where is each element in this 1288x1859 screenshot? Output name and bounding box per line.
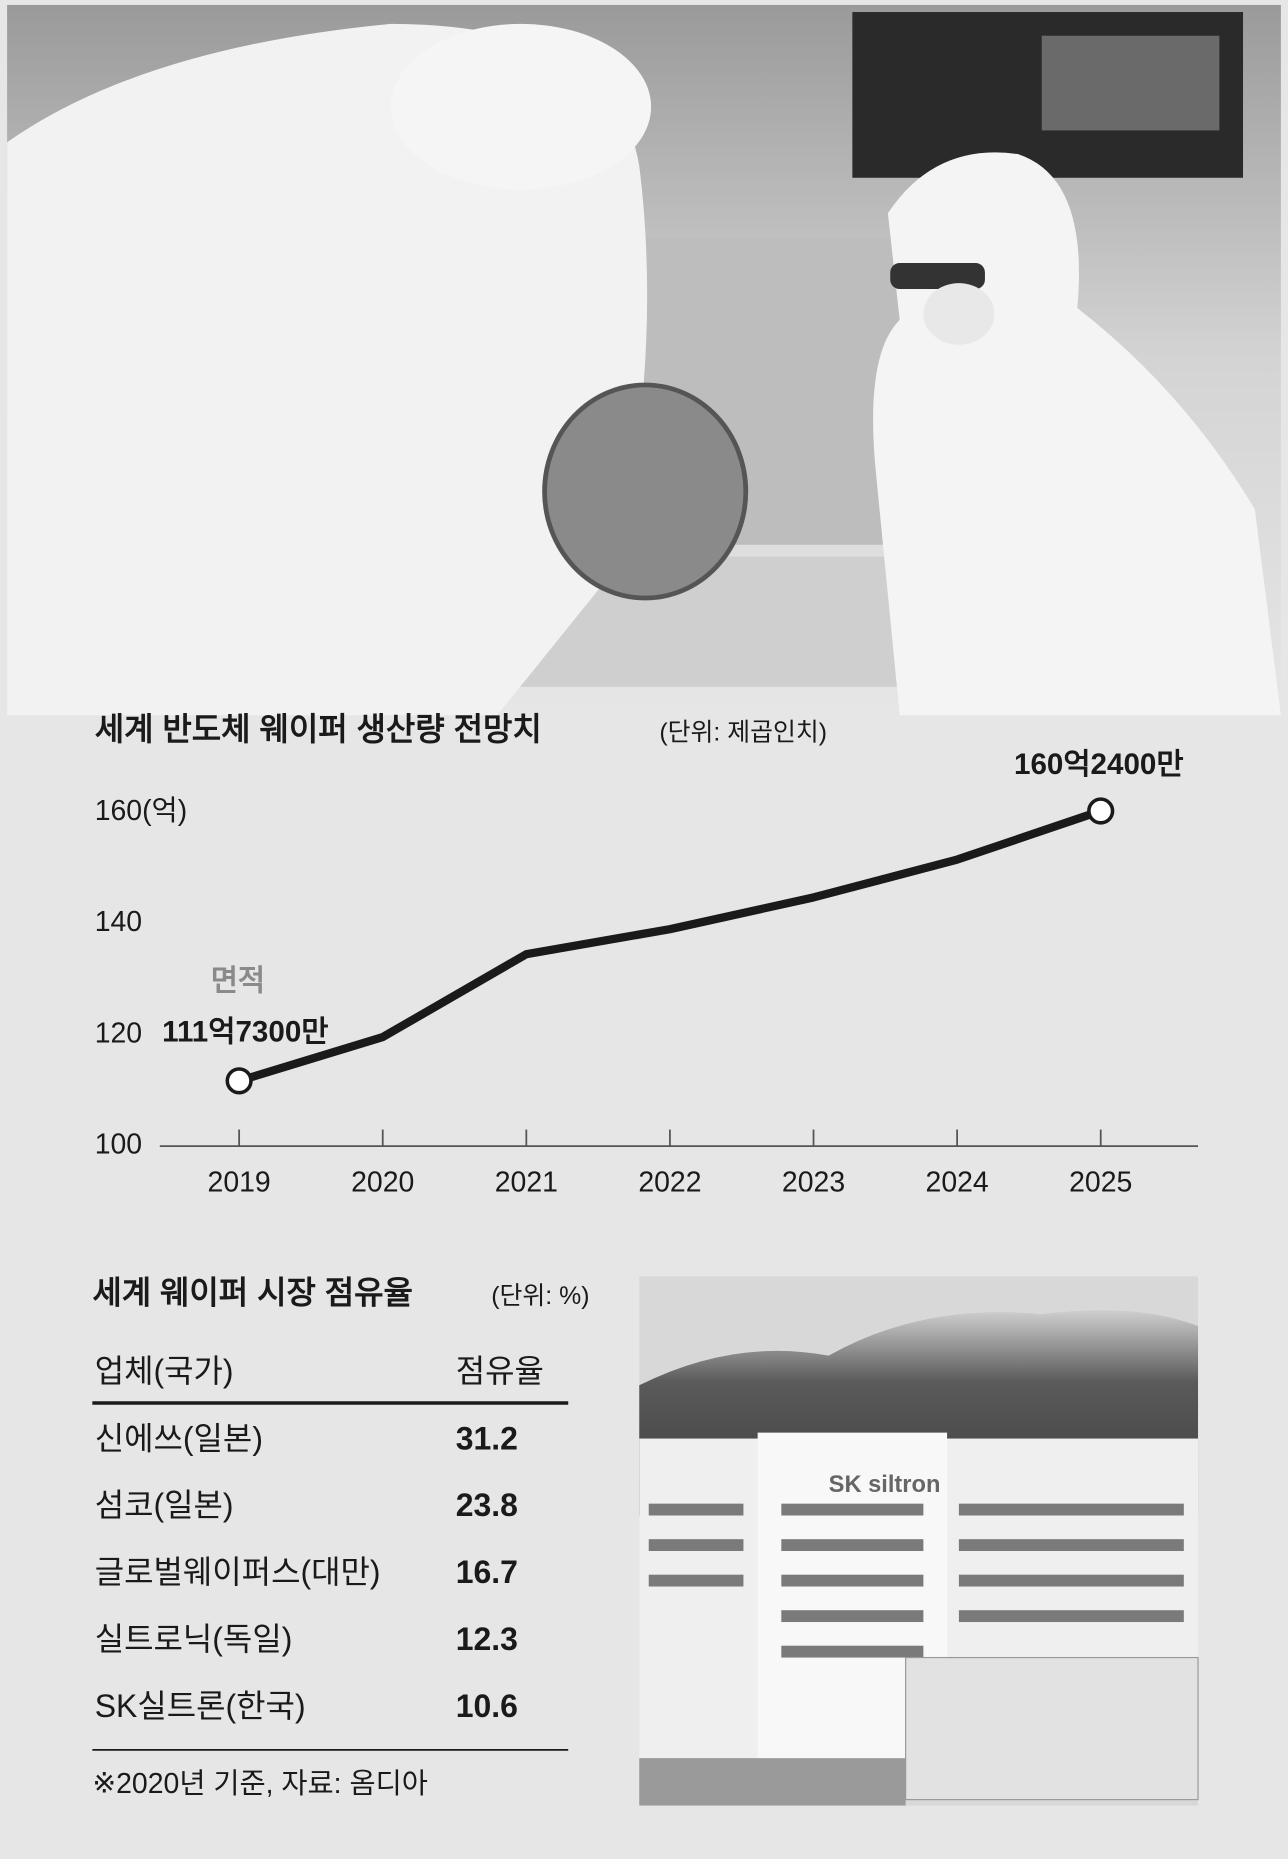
table-cell: SK실트론(한국) [95, 1688, 306, 1724]
data-line [237, 807, 1103, 1085]
value-label: 111억7300만 [162, 1015, 328, 1048]
y-tick-label: 120 [95, 1017, 142, 1049]
table-cell: 23.8 [456, 1487, 518, 1523]
table-unit: (단위: %) [491, 1282, 589, 1310]
y-tick-label: 160(억) [95, 795, 187, 827]
table-cell: 10.6 [456, 1688, 518, 1724]
y-tick-label: 140 [95, 906, 142, 938]
chart-title: 세계 반도체 웨이퍼 생산량 전망치 [95, 711, 542, 747]
table-cell: 신에쓰(일본) [95, 1420, 263, 1456]
table-header: 점유율 [456, 1353, 544, 1389]
table-cell: 16.7 [456, 1554, 518, 1590]
table-cell: 실트로닉(독일) [95, 1621, 293, 1657]
share-table: 세계 웨이퍼 시장 점유율 (단위: %) 업체(국가) 점유율 ※2020년 … [92, 1275, 590, 1800]
x-tick-label: 2019 [208, 1167, 271, 1199]
factory-photo: SK siltron [639, 1276, 1199, 1806]
table-cell: 섬코(일본) [95, 1487, 234, 1523]
line-chart: 세계 반도체 웨이퍼 생산량 전망치 (단위: 제곱인치) 면적 100 120 1… [95, 711, 1199, 1199]
cleanroom-photo [7, 4, 1281, 716]
chart-subtitle: (단위: 제곱인치) [659, 719, 827, 747]
sign: SK siltron [829, 1472, 941, 1498]
table-title: 세계 웨이퍼 시장 점유율 [92, 1275, 413, 1311]
value-label: 160억2400만 [1014, 748, 1184, 781]
annotation: 면적 [211, 965, 265, 998]
table-cell: 31.2 [456, 1420, 518, 1456]
table-cell: 12.3 [456, 1621, 518, 1657]
point-marker [1087, 797, 1115, 825]
y-tick-label: 100 [95, 1129, 142, 1161]
x-tick-label: 2024 [926, 1167, 989, 1199]
table-header: 업체(국가) [95, 1353, 234, 1389]
x-tick-label: 2020 [351, 1167, 414, 1199]
footnote: ※2020년 기준, 자료: 옴디아 [92, 1768, 428, 1800]
x-tick-label: 2023 [782, 1167, 845, 1199]
x-tick-label: 2021 [495, 1167, 558, 1199]
point-marker [225, 1067, 253, 1095]
x-tick-label: 2022 [638, 1167, 701, 1199]
x-tick-label: 2025 [1069, 1167, 1132, 1199]
table-cell: 글로벌웨이퍼스(대만) [95, 1554, 381, 1590]
